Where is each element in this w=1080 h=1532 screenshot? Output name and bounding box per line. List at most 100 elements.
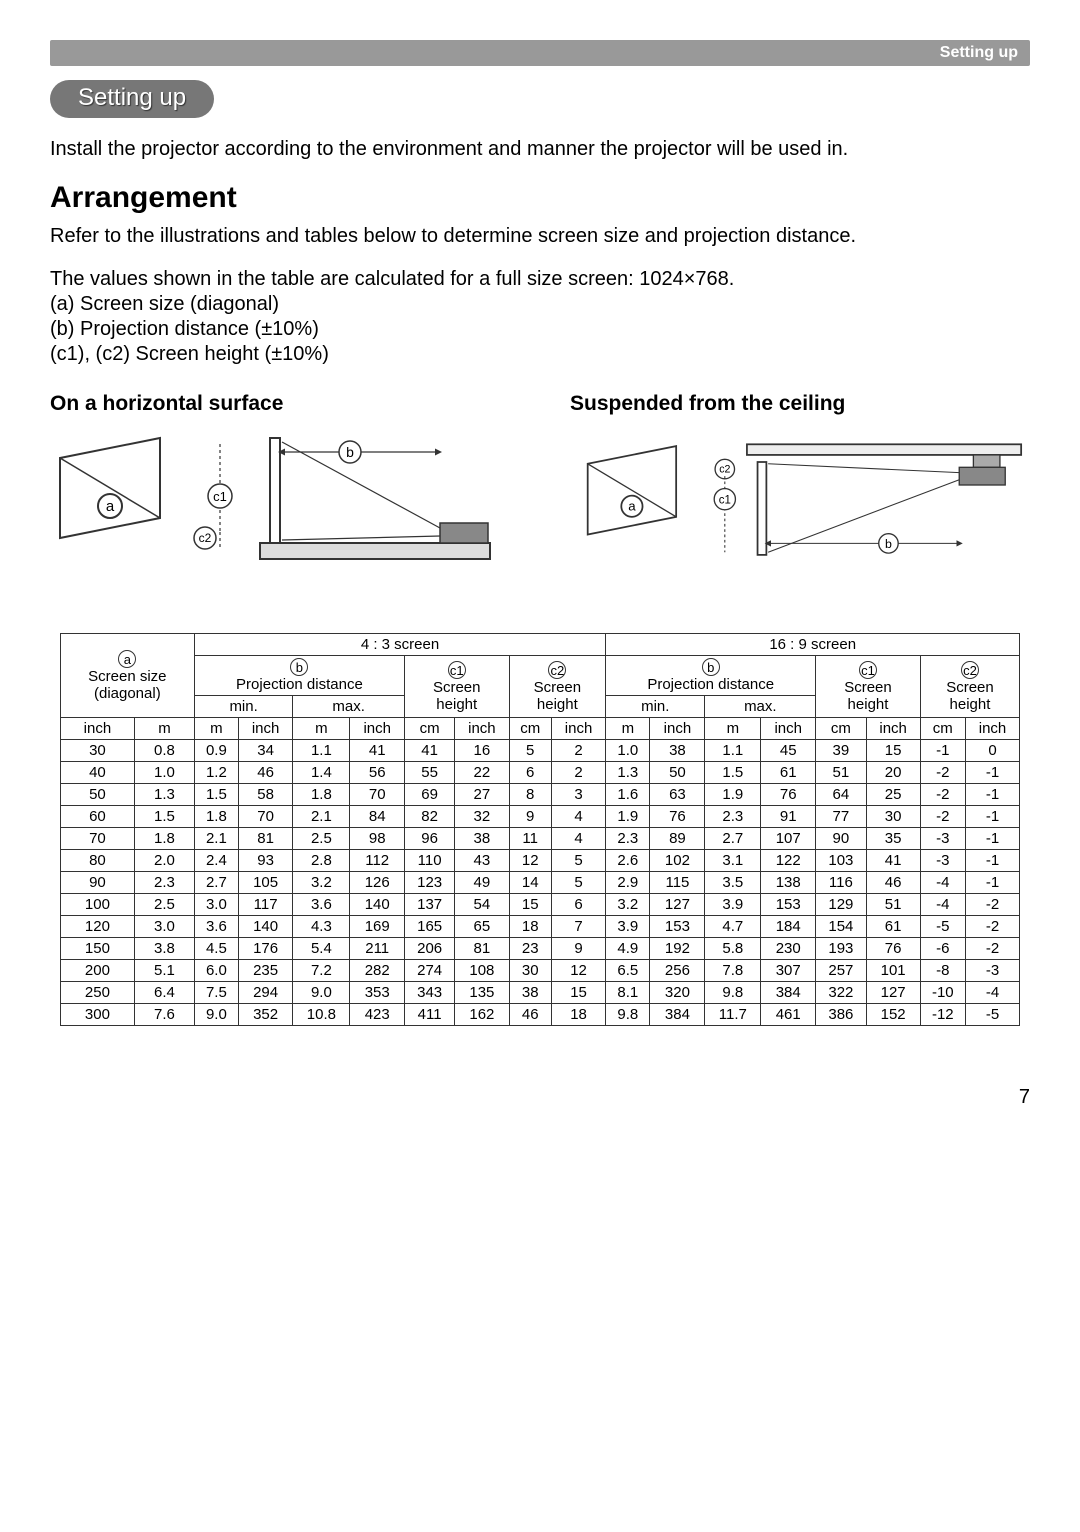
table-cell: 51 (816, 762, 866, 784)
table-cell: 107 (761, 828, 816, 850)
table-cell: 89 (650, 828, 705, 850)
table-cell: 9.0 (194, 1004, 238, 1026)
table-cell: 12 (509, 850, 551, 872)
table-cell: 384 (650, 1004, 705, 1026)
table-cell: 7.6 (135, 1004, 195, 1026)
table-cell: 282 (350, 960, 405, 982)
table-row: 1002.53.01173.6140137541563.21273.915312… (60, 894, 1019, 916)
table-cell: 126 (350, 872, 405, 894)
svg-text:c2: c2 (199, 531, 212, 545)
table-cell: 169 (350, 916, 405, 938)
table-cell: 3.6 (194, 916, 238, 938)
table-row: 2005.16.02357.228227410830126.52567.8307… (60, 960, 1019, 982)
table-cell: 3.9 (606, 916, 650, 938)
table-cell: 12 (551, 960, 605, 982)
table-cell: 3 (551, 784, 605, 806)
table-cell: 9.8 (606, 1004, 650, 1026)
table-cell: 70 (350, 784, 405, 806)
table-cell: 108 (455, 960, 509, 982)
table-cell: 184 (761, 916, 816, 938)
table-cell: 103 (816, 850, 866, 872)
table-cell: -10 (920, 982, 965, 1004)
table-cell: 1.4 (293, 762, 350, 784)
table-cell: 11 (509, 828, 551, 850)
table-cell: 110 (404, 850, 454, 872)
table-cell: 343 (404, 982, 454, 1004)
table-cell: 30 (866, 806, 920, 828)
table-cell: 3.5 (705, 872, 761, 894)
table-cell: -2 (965, 894, 1019, 916)
table-cell: 4.7 (705, 916, 761, 938)
table-cell: 38 (455, 828, 509, 850)
table-cell: 22 (455, 762, 509, 784)
table-cell: 98 (350, 828, 405, 850)
table-cell: 15 (509, 894, 551, 916)
table-cell: -4 (920, 872, 965, 894)
table-cell: 1.9 (606, 806, 650, 828)
th-max-43: max. (293, 696, 405, 718)
table-cell: 76 (650, 806, 705, 828)
table-cell: 63 (650, 784, 705, 806)
table-cell: 45 (761, 740, 816, 762)
diagram-row: On a horizontal surface a b c1 (50, 392, 1030, 593)
table-cell: 127 (650, 894, 705, 916)
th-c2-43: c2Screenheight (509, 656, 606, 718)
table-cell: 6 (509, 762, 551, 784)
table-cell: 9 (509, 806, 551, 828)
table-cell: 206 (404, 938, 454, 960)
table-cell: 80 (60, 850, 134, 872)
table-cell: 50 (650, 762, 705, 784)
table-cell: 9 (551, 938, 605, 960)
table-cell: 54 (455, 894, 509, 916)
table-cell: 176 (238, 938, 292, 960)
table-cell: 11.7 (705, 1004, 761, 1026)
table-cell: 2.5 (293, 828, 350, 850)
table-cell: 138 (761, 872, 816, 894)
table-cell: -1 (920, 740, 965, 762)
table-cell: 76 (761, 784, 816, 806)
th-screen-size: a Screen size (diagonal) (60, 634, 194, 718)
table-cell: -4 (920, 894, 965, 916)
table-cell: 5.1 (135, 960, 195, 982)
table-cell: 5 (551, 850, 605, 872)
table-cell: 7.2 (293, 960, 350, 982)
table-cell: 40 (60, 762, 134, 784)
table-cell: 55 (404, 762, 454, 784)
table-cell: 2 (551, 762, 605, 784)
table-cell: 150 (60, 938, 134, 960)
table-row: 802.02.4932.8112110431252.61023.11221034… (60, 850, 1019, 872)
table-cell: 3.0 (135, 916, 195, 938)
table-cell: 41 (866, 850, 920, 872)
table-cell: 5.4 (293, 938, 350, 960)
table-cell: 256 (650, 960, 705, 982)
table-cell: 16 (455, 740, 509, 762)
table-cell: 6.4 (135, 982, 195, 1004)
table-cell: 411 (404, 1004, 454, 1026)
table-row: 2506.47.52949.035334313538158.13209.8384… (60, 982, 1019, 1004)
svg-text:c2: c2 (719, 464, 730, 476)
table-cell: 2.5 (135, 894, 195, 916)
table-cell: 127 (866, 982, 920, 1004)
svg-text:c1: c1 (213, 489, 227, 504)
table-cell: 100 (60, 894, 134, 916)
table-cell: 70 (60, 828, 134, 850)
table-cell: 1.6 (606, 784, 650, 806)
table-cell: 1.1 (705, 740, 761, 762)
svg-text:a: a (106, 498, 115, 515)
table-cell: 20 (866, 762, 920, 784)
table-cell: -1 (965, 784, 1019, 806)
table-cell: 7.5 (194, 982, 238, 1004)
table-cell: 153 (761, 894, 816, 916)
table-cell: 3.6 (293, 894, 350, 916)
table-cell: 6 (551, 894, 605, 916)
table-cell: 115 (650, 872, 705, 894)
table-cell: 140 (350, 894, 405, 916)
svg-text:b: b (885, 537, 892, 551)
th-min-43: min. (194, 696, 292, 718)
table-row: 1503.84.51765.4211206812394.91925.823019… (60, 938, 1019, 960)
table-row: 601.51.8702.1848232941.9762.3917730-2-1 (60, 806, 1019, 828)
table-cell: 105 (238, 872, 292, 894)
table-row: 3007.69.035210.842341116246189.838411.74… (60, 1004, 1019, 1026)
unit-row: inchm minch minch cminch cminch minch mi… (60, 718, 1019, 740)
table-cell: 200 (60, 960, 134, 982)
